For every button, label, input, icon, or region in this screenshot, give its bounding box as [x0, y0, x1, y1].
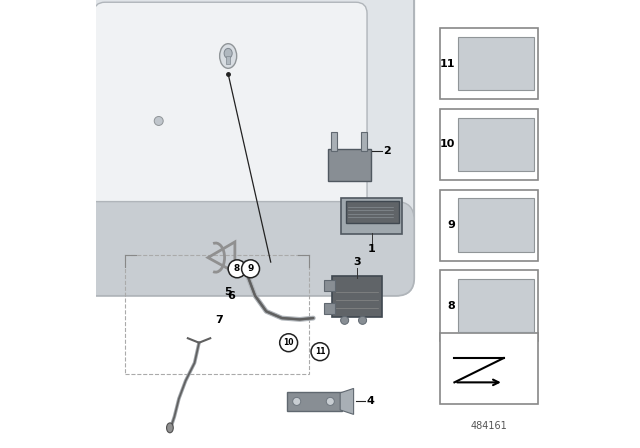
Text: 8: 8 [234, 264, 240, 273]
FancyBboxPatch shape [458, 198, 534, 252]
FancyBboxPatch shape [440, 190, 538, 261]
FancyBboxPatch shape [440, 333, 538, 404]
Circle shape [358, 316, 367, 324]
FancyBboxPatch shape [458, 118, 534, 171]
Text: 7: 7 [215, 315, 223, 325]
FancyBboxPatch shape [346, 201, 399, 223]
FancyBboxPatch shape [440, 28, 538, 99]
Text: 1: 1 [367, 244, 376, 254]
Text: 11: 11 [315, 347, 325, 356]
FancyBboxPatch shape [56, 0, 414, 296]
FancyBboxPatch shape [324, 303, 335, 314]
Ellipse shape [224, 48, 232, 58]
Text: 10: 10 [284, 338, 294, 347]
Circle shape [154, 116, 163, 125]
FancyBboxPatch shape [324, 280, 335, 291]
Text: 2: 2 [383, 146, 390, 156]
Text: 10: 10 [440, 139, 455, 150]
Text: 484161: 484161 [471, 421, 508, 431]
FancyBboxPatch shape [328, 149, 371, 181]
Text: 3: 3 [353, 257, 361, 267]
Circle shape [326, 397, 334, 405]
FancyBboxPatch shape [332, 276, 382, 317]
Circle shape [340, 316, 349, 324]
Text: 9: 9 [447, 220, 455, 230]
FancyBboxPatch shape [458, 37, 534, 90]
Circle shape [292, 397, 301, 405]
Circle shape [280, 334, 298, 352]
Circle shape [311, 343, 329, 361]
Text: 9: 9 [248, 264, 253, 273]
FancyBboxPatch shape [287, 392, 342, 411]
FancyBboxPatch shape [331, 132, 337, 151]
Bar [125, 255, 308, 374]
FancyBboxPatch shape [93, 2, 367, 271]
Ellipse shape [220, 43, 237, 68]
Polygon shape [340, 388, 354, 414]
Text: 11: 11 [440, 59, 455, 69]
FancyBboxPatch shape [341, 198, 402, 234]
FancyBboxPatch shape [56, 202, 414, 296]
Ellipse shape [166, 423, 173, 433]
Circle shape [241, 260, 260, 278]
FancyBboxPatch shape [458, 279, 534, 332]
Circle shape [228, 260, 246, 278]
FancyBboxPatch shape [440, 109, 538, 180]
Bar [226, 56, 230, 64]
Text: 4: 4 [366, 396, 374, 406]
Text: 6: 6 [227, 291, 235, 301]
FancyBboxPatch shape [440, 270, 538, 341]
Text: 8: 8 [447, 301, 455, 311]
Text: 5: 5 [225, 287, 232, 297]
FancyBboxPatch shape [361, 132, 367, 151]
